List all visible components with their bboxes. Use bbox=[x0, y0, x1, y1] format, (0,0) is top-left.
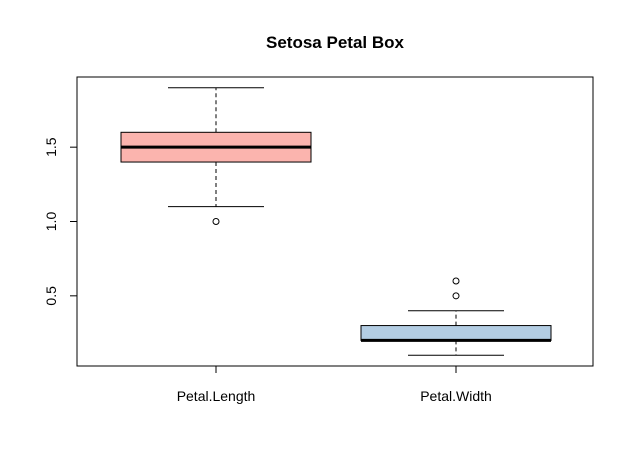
outlier-point bbox=[212, 218, 220, 225]
boxes bbox=[120, 87, 552, 356]
x-tick-label: Petal.Length bbox=[177, 388, 256, 404]
outlier-point bbox=[452, 292, 460, 300]
outlier-point bbox=[452, 277, 460, 285]
y-tick-label: 0.5 bbox=[43, 286, 59, 306]
x-tick-label: Petal.Width bbox=[420, 388, 492, 404]
box-petal-length bbox=[120, 87, 312, 225]
x-axis: Petal.Length Petal.Width bbox=[177, 365, 492, 404]
chart-title: Setosa Petal Box bbox=[266, 33, 404, 52]
plot-frame bbox=[76, 76, 594, 367]
y-tick-label: 1.0 bbox=[43, 212, 59, 232]
box-petal-width bbox=[360, 277, 552, 356]
y-axis: 0.5 1.0 1.5 bbox=[43, 137, 78, 306]
box-iqr bbox=[360, 325, 552, 341]
y-tick-label: 1.5 bbox=[43, 137, 59, 157]
